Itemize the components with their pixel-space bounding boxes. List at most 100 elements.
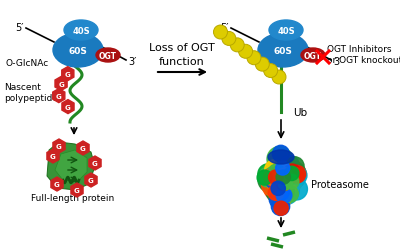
Circle shape — [265, 165, 291, 191]
Circle shape — [276, 167, 302, 193]
Text: G: G — [56, 143, 62, 149]
Circle shape — [284, 164, 301, 181]
Circle shape — [258, 164, 278, 185]
Circle shape — [267, 147, 292, 172]
Text: G: G — [56, 93, 62, 99]
Circle shape — [276, 188, 292, 203]
Circle shape — [271, 197, 290, 216]
Text: Full-length protein: Full-length protein — [31, 194, 115, 203]
Circle shape — [276, 164, 296, 184]
Circle shape — [277, 168, 293, 184]
Circle shape — [270, 166, 293, 189]
Circle shape — [280, 170, 302, 193]
Circle shape — [276, 161, 290, 175]
Circle shape — [286, 164, 306, 184]
Circle shape — [288, 166, 306, 183]
Circle shape — [264, 169, 281, 186]
Circle shape — [270, 163, 294, 187]
Text: Nascent
polypeptide: Nascent polypeptide — [4, 83, 58, 103]
Text: OGT: OGT — [304, 51, 322, 60]
Circle shape — [262, 174, 285, 197]
Circle shape — [273, 169, 296, 193]
Circle shape — [268, 170, 283, 185]
Text: Proteasome: Proteasome — [311, 179, 369, 189]
Ellipse shape — [258, 34, 308, 68]
Circle shape — [272, 160, 295, 183]
Circle shape — [278, 170, 294, 185]
Circle shape — [275, 175, 296, 196]
Circle shape — [274, 201, 288, 215]
Circle shape — [273, 162, 294, 183]
Text: OGT: OGT — [99, 51, 117, 60]
Circle shape — [272, 146, 289, 163]
Circle shape — [280, 165, 305, 190]
Circle shape — [258, 167, 284, 193]
Circle shape — [222, 32, 236, 46]
Circle shape — [269, 191, 287, 209]
Circle shape — [271, 170, 293, 192]
Circle shape — [274, 181, 294, 202]
Circle shape — [284, 175, 299, 189]
Circle shape — [279, 161, 306, 188]
Ellipse shape — [64, 21, 98, 41]
Circle shape — [272, 162, 291, 181]
Text: OGT Inhibitors
or OGT knockout: OGT Inhibitors or OGT knockout — [327, 45, 400, 65]
Circle shape — [273, 177, 299, 203]
Ellipse shape — [268, 150, 294, 164]
Circle shape — [266, 180, 290, 204]
Circle shape — [278, 176, 292, 190]
Text: 3′: 3′ — [333, 57, 341, 67]
Circle shape — [271, 167, 290, 186]
Circle shape — [280, 156, 299, 175]
Text: 40S: 40S — [72, 26, 90, 35]
Circle shape — [257, 170, 272, 185]
Circle shape — [278, 166, 302, 190]
Circle shape — [270, 166, 286, 182]
Circle shape — [277, 170, 299, 193]
Circle shape — [285, 157, 304, 176]
Circle shape — [272, 71, 286, 85]
Circle shape — [272, 163, 296, 187]
Circle shape — [271, 170, 297, 195]
Circle shape — [263, 167, 283, 187]
Circle shape — [255, 58, 269, 72]
Circle shape — [271, 181, 285, 196]
Circle shape — [272, 171, 296, 194]
Text: Ub: Ub — [293, 108, 307, 117]
Circle shape — [274, 180, 299, 205]
Text: 60S: 60S — [68, 46, 88, 55]
Circle shape — [265, 170, 284, 189]
Text: 60S: 60S — [274, 46, 292, 55]
Circle shape — [262, 171, 288, 197]
Text: 3′: 3′ — [128, 57, 136, 67]
Circle shape — [276, 176, 291, 191]
Ellipse shape — [96, 49, 120, 63]
Circle shape — [238, 45, 252, 59]
Circle shape — [272, 181, 291, 199]
Circle shape — [281, 168, 298, 185]
Text: G: G — [65, 71, 71, 77]
Text: 5′: 5′ — [220, 23, 229, 33]
Text: 5′: 5′ — [16, 23, 24, 33]
Circle shape — [282, 167, 298, 183]
Circle shape — [266, 158, 287, 179]
Circle shape — [270, 168, 289, 187]
Circle shape — [277, 165, 301, 189]
Circle shape — [272, 162, 300, 190]
Circle shape — [284, 167, 299, 181]
Circle shape — [267, 153, 292, 178]
Circle shape — [273, 184, 289, 201]
Circle shape — [276, 170, 290, 184]
Circle shape — [214, 26, 228, 40]
Text: G: G — [80, 145, 86, 151]
Circle shape — [286, 179, 308, 200]
Text: G: G — [74, 187, 80, 193]
Circle shape — [271, 179, 295, 203]
Circle shape — [247, 51, 261, 66]
Circle shape — [268, 185, 284, 201]
Circle shape — [282, 186, 298, 202]
Circle shape — [288, 166, 307, 185]
Polygon shape — [55, 150, 87, 182]
Ellipse shape — [301, 49, 325, 63]
Circle shape — [280, 167, 302, 189]
